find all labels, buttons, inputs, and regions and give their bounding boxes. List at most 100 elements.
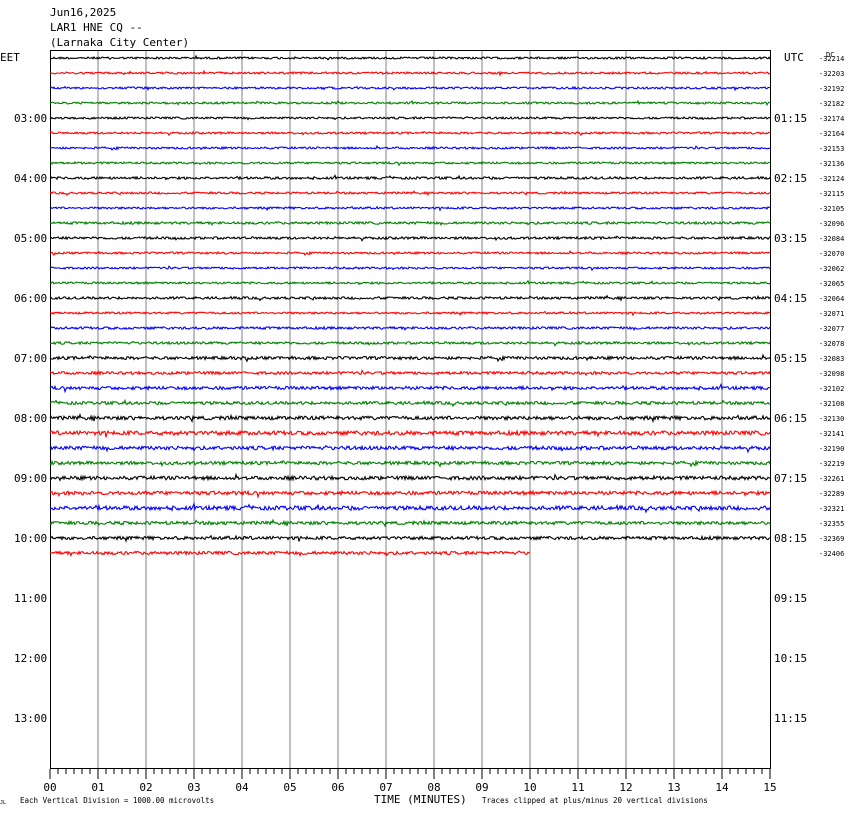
x-tick-label-05: 05 — [283, 781, 296, 794]
dc-offset-20: -32078 — [819, 340, 844, 348]
right-hour-label-7: 07:15 — [774, 472, 807, 485]
trace-line-21 — [49, 353, 771, 363]
right-hour-label-5: 05:15 — [774, 352, 807, 365]
trace-line-6 — [49, 130, 771, 137]
dc-offset-6: -32164 — [819, 130, 844, 138]
dc-offset-11: -32105 — [819, 205, 844, 213]
trace-line-25 — [49, 412, 771, 424]
dc-offset-17: -32064 — [819, 295, 844, 303]
dc-offset-5: -32174 — [819, 115, 844, 123]
x-tick-label-09: 09 — [475, 781, 488, 794]
dc-offset-14: -32070 — [819, 250, 844, 258]
dc-offset-22: -32098 — [819, 370, 844, 378]
dc-offset-21: -32083 — [819, 355, 844, 363]
x-tick-label-07: 07 — [379, 781, 392, 794]
trace-line-9 — [49, 174, 771, 181]
trace-line-14 — [49, 249, 770, 257]
dc-offset-23: -32102 — [819, 385, 844, 393]
x-axis: 00 01 02 03 04 05 06 07 08 09 10 11 12 13 14 15 — [43, 769, 777, 794]
dc-offset-16: -32065 — [819, 280, 844, 288]
dc-offset-10: -32115 — [819, 190, 844, 198]
x-tick-label-14: 14 — [715, 781, 729, 794]
trace-line-1 — [49, 54, 771, 61]
dc-offset-15: -32062 — [819, 265, 844, 273]
dc-offset-1: -32214 — [819, 55, 844, 63]
trace-line-31 — [49, 501, 771, 514]
right-hour-label-3: 03:15 — [774, 232, 807, 245]
trace-line-23 — [49, 382, 771, 394]
left-hour-label-6: 08:00 — [14, 412, 47, 425]
trace-line-3 — [49, 85, 771, 92]
scale-note: Each Vertical Division = 1000.00 microvo… — [20, 796, 214, 805]
dc-offset-9: -32124 — [819, 175, 844, 183]
dc-header-label: DC — [826, 51, 834, 59]
x-tick-label-02: 02 — [139, 781, 152, 794]
left-hour-label-7: 09:00 — [14, 472, 47, 485]
dc-offset-7: -32153 — [819, 145, 844, 153]
trace-line-7 — [49, 144, 771, 151]
right-hour-label-1: 01:15 — [774, 112, 807, 125]
x-tick-label-13: 13 — [667, 781, 680, 794]
trace-line-2 — [49, 69, 771, 77]
seismic-traces — [49, 54, 771, 558]
trace-line-28 — [49, 459, 771, 468]
station-label: LAR1 HNE CQ -- — [50, 21, 143, 34]
right-hour-label-11: 11:15 — [774, 712, 807, 725]
dc-offset-19: -32077 — [819, 325, 844, 333]
right-hour-label-8: 08:15 — [774, 532, 807, 545]
trace-line-18 — [49, 310, 771, 317]
x-axis-title: TIME (MINUTES) — [374, 793, 467, 806]
x-tick-label-10: 10 — [523, 781, 536, 794]
trace-line-4 — [49, 99, 771, 107]
clip-note: Traces clipped at plus/minus 20 vertical… — [482, 796, 708, 805]
left-hour-label-5: 07:00 — [14, 352, 47, 365]
trace-line-11 — [49, 205, 771, 212]
dc-offset-labels: -32214 -32203 -32192 -32182 -32174 -32164 -321… — [819, 55, 844, 558]
dc-offset-34: -32406 — [819, 550, 844, 558]
right-hour-label-10: 10:15 — [774, 652, 807, 665]
corner-mark: JL — [0, 800, 6, 806]
trace-line-16 — [49, 279, 771, 286]
trace-line-20 — [49, 340, 771, 347]
left-hour-label-9: 11:00 — [14, 592, 47, 605]
right-hour-label-9: 09:15 — [774, 592, 807, 605]
x-tick-label-15: 15 — [763, 781, 776, 794]
trace-line-33 — [49, 534, 771, 543]
date-label: Jun16,2025 — [50, 6, 116, 19]
dc-offset-30: -32289 — [819, 490, 844, 498]
x-tick-label-12: 12 — [619, 781, 632, 794]
trace-line-5 — [49, 115, 771, 121]
dc-offset-24: -32108 — [819, 400, 844, 408]
trace-line-13 — [49, 235, 771, 242]
trace-line-22 — [49, 369, 771, 377]
dc-offset-29: -32261 — [819, 475, 844, 483]
trace-line-27 — [49, 444, 771, 454]
trace-line-19 — [49, 325, 771, 332]
trace-line-32 — [49, 518, 771, 528]
right-timezone-label: UTC — [784, 51, 804, 64]
trace-line-29 — [49, 472, 771, 482]
x-tick-label-06: 06 — [331, 781, 344, 794]
right-hour-label-4: 04:15 — [774, 292, 807, 305]
x-tick-label-00: 00 — [43, 781, 56, 794]
dc-offset-26: -32141 — [819, 430, 844, 438]
left-hour-label-3: 05:00 — [14, 232, 47, 245]
dc-offset-13: -32084 — [819, 235, 844, 243]
minute-gridlines — [97, 51, 723, 768]
dc-offset-18: -32071 — [819, 310, 844, 318]
trace-line-24 — [49, 398, 771, 408]
trace-line-26 — [49, 428, 771, 438]
trace-line-30 — [49, 489, 771, 499]
x-tick-label-04: 04 — [235, 781, 249, 794]
trace-line-34 — [49, 550, 531, 558]
dc-offset-2: -32203 — [819, 70, 844, 78]
dc-offset-8: -32136 — [819, 160, 844, 168]
trace-line-17 — [49, 294, 771, 302]
trace-line-12 — [49, 220, 771, 227]
x-tick-label-03: 03 — [187, 781, 200, 794]
left-hour-label-1: 03:00 — [14, 112, 47, 125]
hour-labels: 03:00 04:00 05:00 06:00 07:00 08:00 09:00 10:00… — [14, 112, 807, 725]
trace-line-10 — [49, 190, 771, 197]
x-tick-label-11: 11 — [571, 781, 584, 794]
